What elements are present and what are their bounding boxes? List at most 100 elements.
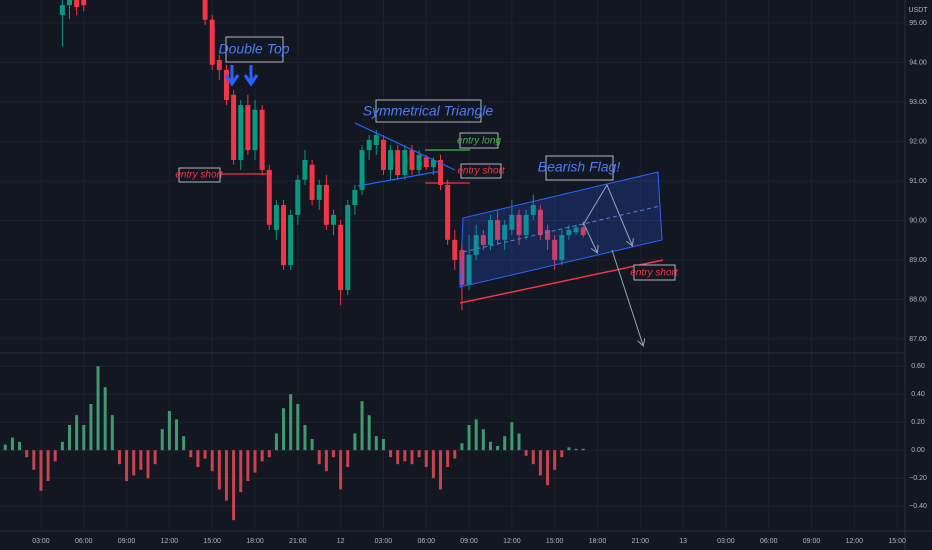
candle-body xyxy=(402,150,408,176)
x-tick-label: 15:00 xyxy=(546,538,564,545)
histogram-bar xyxy=(282,408,286,451)
annotation: entry short xyxy=(175,170,223,181)
y-tick-label: −0.20 xyxy=(909,475,927,482)
histogram-bar xyxy=(253,450,257,473)
candle-body xyxy=(545,229,551,240)
candle-body xyxy=(559,235,565,260)
histogram-bar xyxy=(246,450,250,481)
histogram-bar xyxy=(224,450,228,501)
x-tick-label: 09:00 xyxy=(803,538,821,545)
annotation: entry long xyxy=(457,136,501,147)
histogram-bar xyxy=(403,450,407,462)
histogram-bar xyxy=(196,450,200,467)
y-tick-label: 87.00 xyxy=(909,336,927,343)
x-tick-label: 03:00 xyxy=(375,538,393,545)
candle-body xyxy=(552,239,558,260)
histogram-bar xyxy=(496,446,500,451)
y-tick-label: 93.00 xyxy=(909,99,927,106)
histogram-bar xyxy=(39,450,43,491)
histogram-bar xyxy=(139,450,143,470)
x-tick-label: 21:00 xyxy=(289,538,307,545)
histogram-bar xyxy=(381,439,385,451)
histogram-bar xyxy=(210,450,214,472)
histogram-bar xyxy=(481,429,485,451)
candle-body xyxy=(573,227,579,233)
flag-midline xyxy=(462,205,661,253)
histogram-bar xyxy=(303,425,307,451)
histogram-bar xyxy=(239,450,243,493)
candle-body xyxy=(273,205,279,230)
histogram-bar xyxy=(453,450,457,459)
candle-body xyxy=(388,150,394,170)
histogram-bar xyxy=(267,450,271,458)
histogram-bar xyxy=(46,450,50,481)
candle-body xyxy=(209,19,215,65)
label-box xyxy=(178,167,221,183)
x-tick-label: 03:00 xyxy=(717,538,735,545)
candle-body xyxy=(216,60,222,70)
candle-body xyxy=(316,184,322,200)
candle-body xyxy=(295,179,301,215)
histogram-bar xyxy=(274,433,278,451)
candle-body xyxy=(395,150,401,176)
grid xyxy=(0,0,905,530)
candle-body xyxy=(66,0,72,6)
histogram-bar xyxy=(146,450,150,479)
histogram-bar xyxy=(117,450,121,465)
histogram-bar xyxy=(82,425,86,451)
candle-body xyxy=(523,214,529,236)
histogram-bar xyxy=(324,450,328,472)
histogram-bar xyxy=(417,450,421,458)
x-tick-label: 12:00 xyxy=(161,538,179,545)
x-tick-label: 12:00 xyxy=(503,538,521,545)
histogram-bar xyxy=(110,415,114,451)
projection xyxy=(611,249,643,345)
histogram-bar xyxy=(232,450,236,521)
histogram-bar xyxy=(60,441,64,451)
label-box xyxy=(633,264,676,281)
histogram-bar xyxy=(567,447,571,451)
annotation: Bearish Flag! xyxy=(538,159,621,175)
candle-body xyxy=(438,160,444,185)
histogram-bar xyxy=(3,444,7,451)
candle-body xyxy=(281,205,287,266)
label-box xyxy=(225,36,284,63)
histogram-bar xyxy=(203,450,207,459)
histogram-bar xyxy=(503,436,507,451)
candle-body xyxy=(366,139,372,151)
candle-body xyxy=(416,154,422,170)
x-tick-label: 13 xyxy=(679,538,687,545)
candle-body xyxy=(509,214,515,230)
x-tick-label: 09:00 xyxy=(460,538,478,545)
histogram-bar xyxy=(331,450,335,458)
x-tick-label: 09:00 xyxy=(118,538,136,545)
histogram-bar xyxy=(160,429,164,451)
candle-body xyxy=(252,109,258,151)
histogram-bar xyxy=(132,450,136,476)
y-tick-label: 0.40 xyxy=(911,391,925,398)
histogram-bar xyxy=(410,450,414,465)
label-box xyxy=(460,163,502,179)
histogram-bar xyxy=(175,419,179,451)
histogram-bar xyxy=(488,441,492,451)
annotation: entry short xyxy=(630,268,678,279)
histogram-bar xyxy=(25,450,29,458)
histogram-bar xyxy=(125,450,129,481)
histogram-bar xyxy=(374,436,378,451)
candle-body xyxy=(423,157,429,168)
histogram-bar xyxy=(367,415,371,451)
x-tick-label: 12 xyxy=(337,538,345,545)
y-tick-label: 0.60 xyxy=(911,363,925,370)
histogram-bar xyxy=(581,448,585,451)
x-tick-label: 06:00 xyxy=(417,538,435,545)
x-tick-label: 06:00 xyxy=(760,538,778,545)
candle-body xyxy=(516,214,522,236)
candle-body xyxy=(266,169,272,225)
histogram-bar xyxy=(18,441,22,451)
candle-body xyxy=(345,205,351,290)
histogram-bar xyxy=(296,404,300,451)
candle-body xyxy=(202,0,208,20)
candle-body xyxy=(309,164,315,200)
candle-body xyxy=(537,209,543,236)
